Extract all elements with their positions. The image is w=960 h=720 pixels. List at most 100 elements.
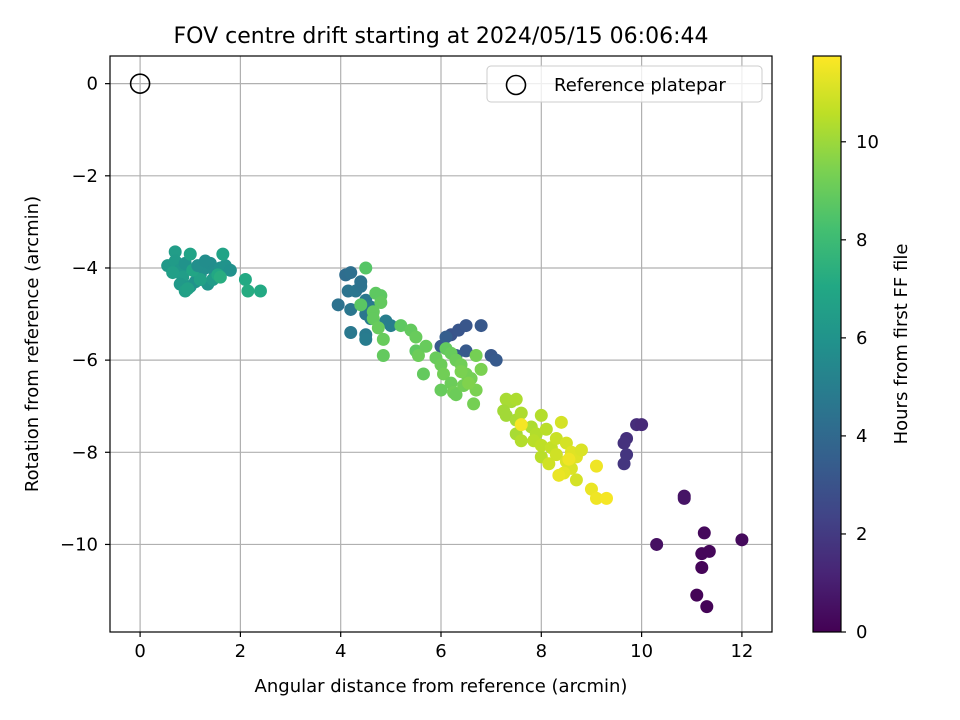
legend-box [486, 65, 763, 103]
data-point [617, 457, 631, 471]
data-point [376, 349, 390, 363]
data-point [419, 339, 433, 353]
data-point [374, 296, 388, 310]
data-point [241, 284, 255, 298]
x-tick-label: 10 [630, 641, 653, 662]
data-point [514, 406, 528, 420]
data-point [376, 332, 390, 346]
colorbar-tick-label: 6 [856, 328, 867, 349]
data-point [193, 272, 207, 286]
data-point [384, 319, 398, 333]
colorbar-tick-label: 8 [856, 230, 867, 251]
data-point [534, 438, 548, 452]
y-tick-label: 0 [87, 74, 98, 95]
x-tick-label: 2 [235, 641, 246, 662]
x-tick-label: 12 [730, 641, 753, 662]
data-point [542, 457, 556, 471]
data-point [394, 319, 408, 333]
data-point [439, 330, 453, 344]
data-point [344, 325, 358, 339]
data-point [499, 408, 513, 422]
data-point [534, 408, 548, 422]
data-point [514, 418, 528, 432]
chart-title: FOV centre drift starting at 2024/05/15 … [174, 24, 709, 49]
data-point [168, 245, 182, 259]
data-point [552, 468, 566, 482]
colorbar-tick-label: 2 [856, 524, 867, 545]
data-point [489, 353, 503, 367]
colorbar-ticks: 0 2 4 6 8 10 [841, 132, 879, 643]
colorbar: 0 2 4 6 8 10 Hours from first FF file [812, 55, 912, 643]
data-point [354, 275, 368, 289]
data-point [181, 282, 195, 296]
data-point [474, 319, 488, 333]
legend-marker [505, 74, 527, 96]
data-point [416, 367, 430, 381]
data-point [183, 247, 197, 261]
data-point [344, 266, 358, 280]
data-point [695, 560, 709, 574]
data-point [635, 418, 649, 432]
data-point [454, 365, 468, 379]
data-point [411, 349, 425, 363]
data-point [574, 443, 588, 457]
data-point [409, 330, 423, 344]
data-point [562, 452, 576, 466]
data-point [198, 254, 212, 268]
colorbar-gradient [812, 55, 842, 633]
data-point [434, 383, 448, 397]
data-point [449, 388, 463, 402]
data-point [359, 332, 373, 346]
data-point [474, 362, 488, 376]
data-point [617, 436, 631, 450]
data-point [216, 247, 230, 261]
x-tick-label: 0 [134, 641, 145, 662]
data-point [677, 491, 691, 505]
data-point [344, 302, 358, 316]
data-point [469, 349, 483, 363]
y-axis-label: Rotation from reference (arcmin) [22, 196, 43, 492]
data-point [589, 459, 603, 473]
x-ticks: 0 2 4 6 8 10 12 [134, 632, 753, 662]
data-point [437, 367, 451, 381]
y-tick-label: −2 [71, 166, 98, 187]
data-point [697, 526, 711, 540]
data-point [213, 270, 227, 284]
data-point [702, 544, 716, 558]
legend: Reference platepar [486, 65, 763, 103]
data-point [554, 415, 568, 429]
data-point [462, 376, 476, 390]
data-point [359, 261, 373, 275]
data-point [238, 272, 252, 286]
y-tick-label: −10 [60, 534, 98, 555]
data-point [569, 473, 583, 487]
data-point [539, 422, 553, 436]
x-tick-label: 4 [335, 641, 346, 662]
data-point [589, 491, 603, 505]
legend-label: Reference platepar [554, 75, 726, 96]
x-axis-label: Angular distance from reference (arcmin) [255, 676, 628, 697]
y-ticks: 0 −2 −4 −6 −8 −10 [60, 74, 110, 555]
colorbar-tick-label: 10 [856, 132, 879, 153]
data-point [509, 392, 523, 406]
data-point [514, 434, 528, 448]
data-point [166, 266, 180, 280]
x-tick-label: 8 [536, 641, 547, 662]
data-point [371, 321, 385, 335]
data-point [253, 284, 267, 298]
y-tick-label: −6 [71, 350, 98, 371]
data-point [354, 298, 368, 312]
data-point [223, 263, 237, 277]
colorbar-label: Hours from first FF file [891, 244, 912, 445]
data-point [331, 298, 345, 312]
y-tick-label: −8 [71, 442, 98, 463]
y-tick-label: −4 [71, 258, 98, 279]
scatter-points [161, 245, 749, 614]
data-point [650, 537, 664, 551]
data-point [459, 344, 473, 358]
data-point [600, 491, 613, 505]
reference-marker [129, 73, 151, 94]
data-point [690, 588, 704, 602]
data-point [549, 431, 563, 445]
